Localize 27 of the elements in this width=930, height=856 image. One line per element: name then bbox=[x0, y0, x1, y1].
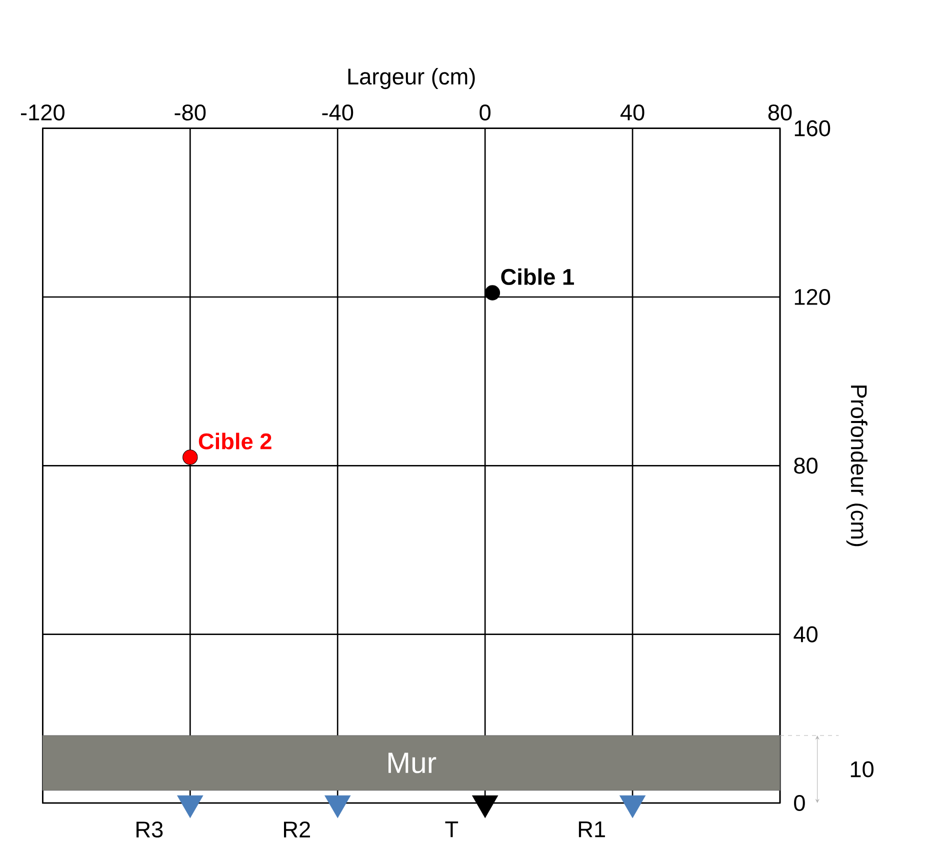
y-tick-label: 40 bbox=[794, 626, 818, 642]
x-tick-label: 0 bbox=[480, 104, 491, 121]
annotation: R1 bbox=[578, 821, 605, 838]
point bbox=[324, 795, 351, 818]
x-tick-label: 40 bbox=[620, 104, 644, 121]
annotation: R3 bbox=[136, 821, 163, 838]
x-tick-label: -80 bbox=[174, 104, 206, 121]
band-label: Mur bbox=[388, 752, 436, 774]
x-axis-title: Largeur (cm) bbox=[348, 68, 475, 90]
y-tick-label: 0 bbox=[794, 794, 805, 812]
y-tick-label: 120 bbox=[794, 288, 830, 306]
series-label: Cible 1 bbox=[501, 268, 574, 285]
point bbox=[620, 795, 646, 818]
y-axis-title: Profondeur (cm) bbox=[846, 386, 868, 546]
annotation: T bbox=[445, 821, 458, 838]
point bbox=[182, 450, 198, 465]
series-label: Cible 2 bbox=[198, 432, 272, 450]
point bbox=[472, 795, 498, 818]
annotation: R2 bbox=[284, 821, 310, 838]
point bbox=[484, 285, 500, 300]
x-tick-label: -40 bbox=[322, 104, 354, 121]
x-tick-label: -120 bbox=[20, 104, 64, 121]
text: 10 bbox=[850, 761, 874, 778]
x-tick-label: 80 bbox=[768, 104, 792, 121]
point bbox=[177, 795, 204, 818]
y-tick-label: 80 bbox=[794, 458, 818, 474]
y-tick-label: 160 bbox=[794, 120, 830, 136]
